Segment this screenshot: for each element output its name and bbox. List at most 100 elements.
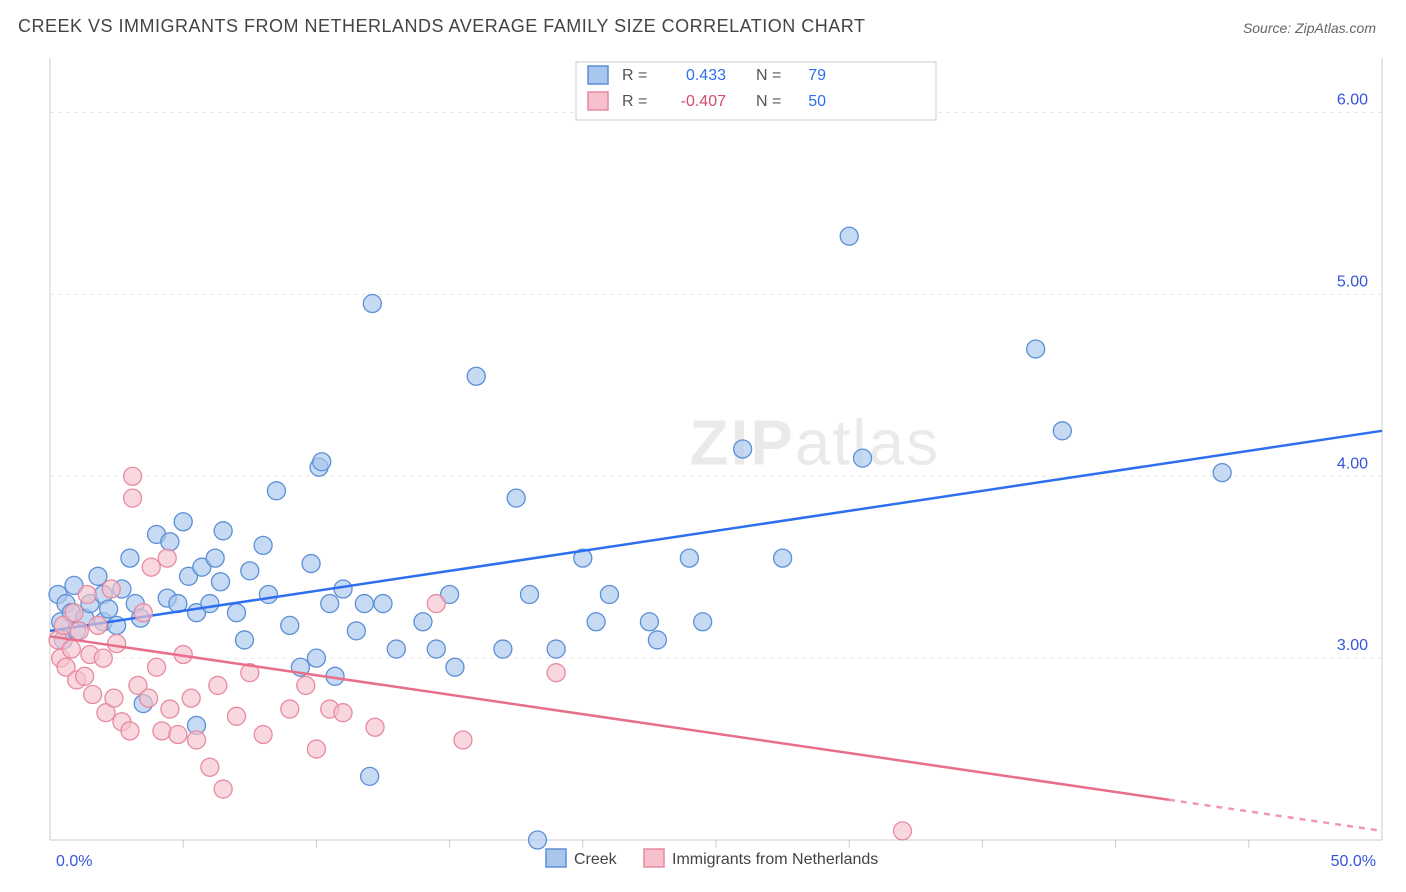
point-creek xyxy=(281,616,299,634)
point-netherlands xyxy=(427,595,445,613)
point-creek xyxy=(361,767,379,785)
legend-stat: N = xyxy=(756,93,781,110)
point-creek xyxy=(214,522,232,540)
point-netherlands xyxy=(893,822,911,840)
point-creek xyxy=(241,562,259,580)
point-netherlands xyxy=(89,616,107,634)
point-creek xyxy=(201,595,219,613)
point-netherlands xyxy=(182,689,200,707)
point-netherlands xyxy=(547,664,565,682)
point-netherlands xyxy=(134,604,152,622)
point-creek xyxy=(427,640,445,658)
point-creek xyxy=(259,585,277,603)
point-creek xyxy=(302,555,320,573)
legend-stat: R = xyxy=(622,67,647,84)
point-netherlands xyxy=(227,707,245,725)
point-netherlands xyxy=(121,722,139,740)
legend-stat: 50 xyxy=(808,93,826,110)
point-netherlands xyxy=(62,640,80,658)
legend-bottom-swatch xyxy=(546,849,566,867)
point-creek xyxy=(1053,422,1071,440)
point-creek xyxy=(529,831,547,849)
point-netherlands xyxy=(366,718,384,736)
point-creek xyxy=(600,585,618,603)
point-creek xyxy=(374,595,392,613)
point-netherlands xyxy=(214,780,232,798)
point-netherlands xyxy=(102,580,120,598)
point-creek xyxy=(494,640,512,658)
y-tick-label: 6.00 xyxy=(1337,92,1368,109)
point-creek xyxy=(680,549,698,567)
legend-bottom-label: Creek xyxy=(574,851,618,868)
point-netherlands xyxy=(281,700,299,718)
legend-bottom-label: Immigrants from Netherlands xyxy=(672,851,878,868)
point-creek xyxy=(161,533,179,551)
legend-swatch xyxy=(588,66,608,84)
point-creek xyxy=(694,613,712,631)
point-creek xyxy=(467,367,485,385)
watermark: ZIPatlas xyxy=(689,407,940,479)
point-netherlands xyxy=(76,667,94,685)
point-netherlands xyxy=(124,467,142,485)
point-netherlands xyxy=(153,722,171,740)
point-netherlands xyxy=(105,689,123,707)
point-netherlands xyxy=(201,758,219,776)
point-creek xyxy=(1027,340,1045,358)
point-creek xyxy=(547,640,565,658)
legend-bottom-swatch xyxy=(644,849,664,867)
point-netherlands xyxy=(94,649,112,667)
point-netherlands xyxy=(161,700,179,718)
point-creek xyxy=(121,549,139,567)
point-netherlands xyxy=(148,658,166,676)
point-creek xyxy=(587,613,605,631)
point-creek xyxy=(254,536,272,554)
point-creek xyxy=(854,449,872,467)
point-creek xyxy=(235,631,253,649)
point-creek xyxy=(363,295,381,313)
point-creek xyxy=(174,513,192,531)
point-creek xyxy=(640,613,658,631)
legend-stat: 0.433 xyxy=(686,67,726,84)
point-creek xyxy=(321,595,339,613)
legend-stat: -0.407 xyxy=(681,93,726,110)
point-creek xyxy=(387,640,405,658)
legend-stat: R = xyxy=(622,93,647,110)
point-creek xyxy=(307,649,325,667)
x-min-label: 0.0% xyxy=(56,853,92,870)
point-netherlands xyxy=(158,549,176,567)
point-netherlands xyxy=(454,731,472,749)
point-netherlands xyxy=(124,489,142,507)
legend-stat: N = xyxy=(756,67,781,84)
y-tick-label: 5.00 xyxy=(1337,273,1368,290)
point-creek xyxy=(227,604,245,622)
chart-svg: 3.004.005.006.000.0%50.0%ZIPatlasR =0.43… xyxy=(0,0,1406,892)
legend-swatch xyxy=(588,92,608,110)
point-creek xyxy=(414,613,432,631)
point-netherlands xyxy=(169,726,187,744)
point-netherlands xyxy=(140,689,158,707)
point-creek xyxy=(347,622,365,640)
point-netherlands xyxy=(188,731,206,749)
point-creek xyxy=(734,440,752,458)
point-creek xyxy=(840,227,858,245)
legend-stat: 79 xyxy=(808,67,826,84)
point-creek xyxy=(206,549,224,567)
point-netherlands xyxy=(84,686,102,704)
point-creek xyxy=(355,595,373,613)
point-creek xyxy=(313,453,331,471)
point-creek xyxy=(446,658,464,676)
point-creek xyxy=(521,585,539,603)
x-max-label: 50.0% xyxy=(1331,853,1376,870)
point-netherlands xyxy=(78,585,96,603)
point-netherlands xyxy=(108,635,126,653)
point-netherlands xyxy=(334,704,352,722)
point-creek xyxy=(774,549,792,567)
point-creek xyxy=(1213,464,1231,482)
point-netherlands xyxy=(142,558,160,576)
point-netherlands xyxy=(297,676,315,694)
point-netherlands xyxy=(70,622,88,640)
point-creek xyxy=(100,600,118,618)
point-creek xyxy=(507,489,525,507)
point-netherlands xyxy=(65,604,83,622)
point-creek xyxy=(211,573,229,591)
